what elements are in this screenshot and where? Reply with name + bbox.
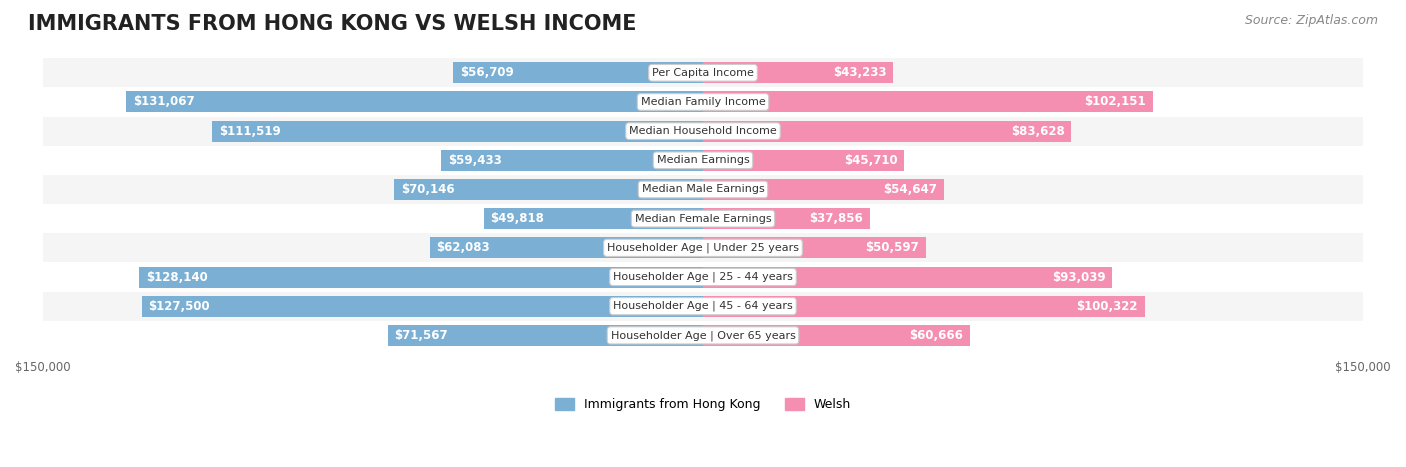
Bar (441, 150, 703, 171)
Bar (42, 175, 1364, 204)
Text: $54,647: $54,647 (883, 183, 936, 196)
Bar (42, 146, 1364, 175)
Text: $131,067: $131,067 (132, 95, 194, 108)
Bar (703, 120, 1071, 142)
Bar (42, 262, 1364, 291)
Text: $128,140: $128,140 (146, 270, 207, 283)
Text: $70,146: $70,146 (401, 183, 454, 196)
Bar (142, 296, 703, 317)
Text: Householder Age | 25 - 44 years: Householder Age | 25 - 44 years (613, 272, 793, 282)
Bar (703, 296, 1144, 317)
Text: $56,709: $56,709 (460, 66, 513, 79)
Text: Median Earnings: Median Earnings (657, 156, 749, 165)
Bar (703, 208, 870, 229)
Text: $71,567: $71,567 (395, 329, 449, 342)
Text: Householder Age | 45 - 64 years: Householder Age | 45 - 64 years (613, 301, 793, 311)
Bar (42, 233, 1364, 262)
Bar (212, 120, 703, 142)
Text: $49,818: $49,818 (491, 212, 544, 225)
Bar (42, 291, 1364, 321)
Bar (394, 179, 703, 200)
Bar (703, 267, 1112, 288)
Text: IMMIGRANTS FROM HONG KONG VS WELSH INCOME: IMMIGRANTS FROM HONG KONG VS WELSH INCOM… (28, 14, 637, 34)
Text: $111,519: $111,519 (219, 125, 281, 138)
Text: $102,151: $102,151 (1084, 95, 1146, 108)
Bar (703, 179, 943, 200)
Bar (42, 58, 1364, 87)
Text: $60,666: $60,666 (910, 329, 963, 342)
Text: Householder Age | Over 65 years: Householder Age | Over 65 years (610, 330, 796, 340)
Text: Source: ZipAtlas.com: Source: ZipAtlas.com (1244, 14, 1378, 27)
Bar (703, 92, 1153, 113)
Text: $50,597: $50,597 (865, 241, 920, 255)
Bar (703, 150, 904, 171)
Text: $37,856: $37,856 (810, 212, 863, 225)
Bar (703, 237, 925, 258)
Text: $83,628: $83,628 (1011, 125, 1064, 138)
Text: Median Female Earnings: Median Female Earnings (634, 214, 772, 224)
Bar (42, 117, 1364, 146)
Text: $43,233: $43,233 (834, 66, 887, 79)
Text: $93,039: $93,039 (1052, 270, 1107, 283)
Bar (484, 208, 703, 229)
Bar (453, 62, 703, 83)
Text: Median Family Income: Median Family Income (641, 97, 765, 107)
Text: $100,322: $100,322 (1077, 300, 1137, 313)
Bar (42, 87, 1364, 117)
Bar (42, 321, 1364, 350)
Text: $45,710: $45,710 (844, 154, 897, 167)
Legend: Immigrants from Hong Kong, Welsh: Immigrants from Hong Kong, Welsh (550, 393, 856, 416)
Text: Median Male Earnings: Median Male Earnings (641, 184, 765, 194)
Bar (388, 325, 703, 346)
Text: Per Capita Income: Per Capita Income (652, 68, 754, 78)
Text: Median Household Income: Median Household Income (628, 126, 778, 136)
Bar (42, 204, 1364, 233)
Bar (430, 237, 703, 258)
Text: $59,433: $59,433 (449, 154, 502, 167)
Bar (139, 267, 703, 288)
Text: $62,083: $62,083 (436, 241, 489, 255)
Bar (127, 92, 703, 113)
Bar (703, 62, 893, 83)
Text: Householder Age | Under 25 years: Householder Age | Under 25 years (607, 242, 799, 253)
Text: $127,500: $127,500 (149, 300, 209, 313)
Bar (703, 325, 970, 346)
